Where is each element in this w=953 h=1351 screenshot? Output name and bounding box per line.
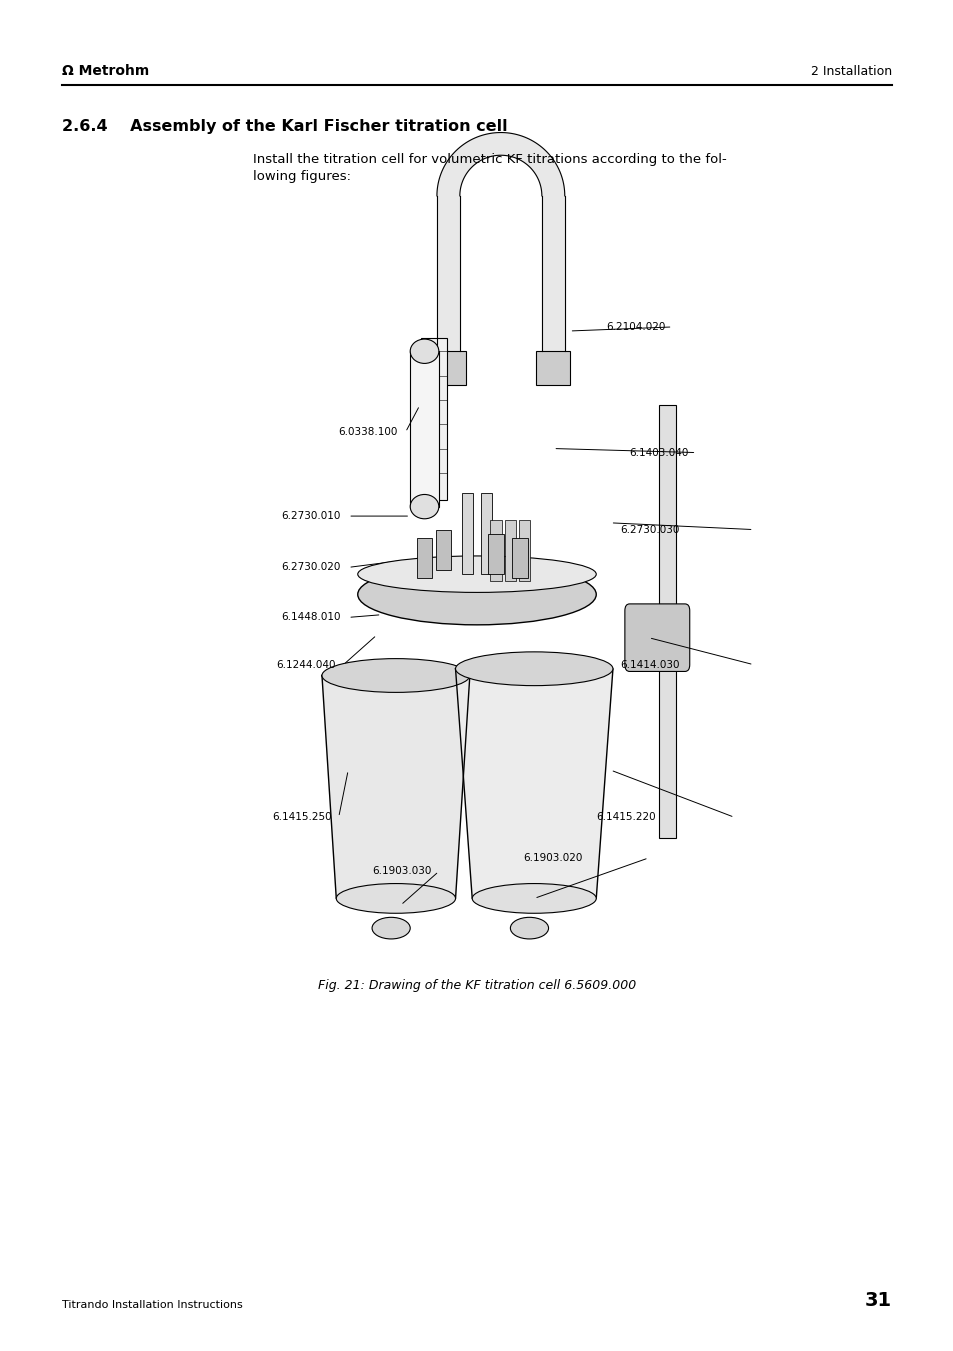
Bar <box>541 196 564 351</box>
Text: 6.1903.020: 6.1903.020 <box>522 852 581 863</box>
Bar <box>490 520 501 581</box>
Bar <box>480 493 492 574</box>
Text: 2 Installation: 2 Installation <box>810 65 891 78</box>
Bar <box>431 351 465 385</box>
Bar <box>420 338 447 500</box>
FancyBboxPatch shape <box>624 604 689 671</box>
Polygon shape <box>321 676 469 898</box>
Bar <box>410 351 438 507</box>
Text: 6.1414.030: 6.1414.030 <box>619 659 679 670</box>
Ellipse shape <box>410 339 438 363</box>
Bar <box>436 530 451 570</box>
Polygon shape <box>436 132 564 196</box>
Text: 6.0338.100: 6.0338.100 <box>338 427 397 438</box>
Text: 31: 31 <box>864 1292 891 1310</box>
Bar <box>659 405 676 838</box>
Text: Install the titration cell for volumetric KF titrations according to the fol-: Install the titration cell for volumetri… <box>253 153 726 166</box>
Ellipse shape <box>510 917 548 939</box>
Bar <box>536 351 570 385</box>
Bar <box>436 196 459 351</box>
Ellipse shape <box>321 659 469 693</box>
Bar <box>512 538 527 578</box>
Ellipse shape <box>372 917 410 939</box>
Text: Fig. 21: Drawing of the KF titration cell 6.5609.000: Fig. 21: Drawing of the KF titration cel… <box>317 979 636 993</box>
Text: lowing figures:: lowing figures: <box>253 170 351 184</box>
Bar <box>488 534 503 574</box>
Text: 6.2730.010: 6.2730.010 <box>281 511 340 521</box>
Ellipse shape <box>410 494 438 519</box>
Text: 6.1403.040: 6.1403.040 <box>629 447 688 458</box>
Ellipse shape <box>456 653 613 686</box>
Ellipse shape <box>472 884 596 913</box>
Ellipse shape <box>335 884 455 913</box>
Text: 6.1448.010: 6.1448.010 <box>281 612 340 623</box>
Text: 6.2730.030: 6.2730.030 <box>619 524 679 535</box>
Text: 6.2104.020: 6.2104.020 <box>605 322 664 332</box>
Text: 6.1903.030: 6.1903.030 <box>372 866 431 877</box>
Bar <box>518 520 530 581</box>
Text: Ω Metrohm: Ω Metrohm <box>62 65 149 78</box>
Bar <box>461 493 473 574</box>
Text: 6.1415.220: 6.1415.220 <box>596 812 655 823</box>
Text: 6.1244.040: 6.1244.040 <box>276 659 335 670</box>
Text: 2.6.4    Assembly of the Karl Fischer titration cell: 2.6.4 Assembly of the Karl Fischer titra… <box>62 119 507 134</box>
Bar <box>416 538 432 578</box>
Ellipse shape <box>357 565 596 624</box>
Text: 6.1415.250: 6.1415.250 <box>272 812 331 823</box>
Ellipse shape <box>357 557 596 593</box>
Text: Titrando Installation Instructions: Titrando Installation Instructions <box>62 1301 242 1310</box>
Text: 6.2730.020: 6.2730.020 <box>281 562 340 573</box>
Bar <box>504 520 516 581</box>
Polygon shape <box>456 669 613 898</box>
